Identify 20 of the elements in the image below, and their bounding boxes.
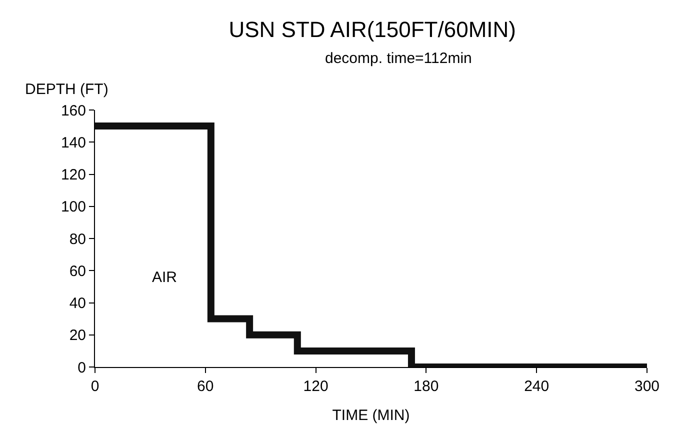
x-tick-label: 120 xyxy=(303,378,328,395)
x-tick-label: 180 xyxy=(414,378,439,395)
y-tick-label: 0 xyxy=(78,359,86,376)
y-tick-label: 140 xyxy=(60,134,86,152)
x-tick-label: 300 xyxy=(634,378,660,395)
y-axis-title: DEPTH (FT) xyxy=(25,81,108,98)
y-tick-label: 120 xyxy=(60,166,86,184)
chart-subtitle: decomp. time=112min xyxy=(325,50,472,67)
y-tick-label: 160 xyxy=(60,102,86,120)
y-tick-label: 60 xyxy=(69,262,86,280)
y-tick-label: 100 xyxy=(60,198,86,216)
annotation: AIR xyxy=(152,269,178,286)
chart-title: USN STD AIR(150FT/60MIN) xyxy=(228,17,516,42)
y-tick-label: 40 xyxy=(69,295,86,312)
x-tick-label: 60 xyxy=(197,378,214,395)
x-axis-title: TIME (MIN) xyxy=(332,407,410,424)
x-tick-label: 240 xyxy=(524,378,550,395)
x-tick-label: 0 xyxy=(90,378,100,395)
y-tick-label: 80 xyxy=(69,230,86,248)
y-tick-label: 20 xyxy=(69,327,86,344)
